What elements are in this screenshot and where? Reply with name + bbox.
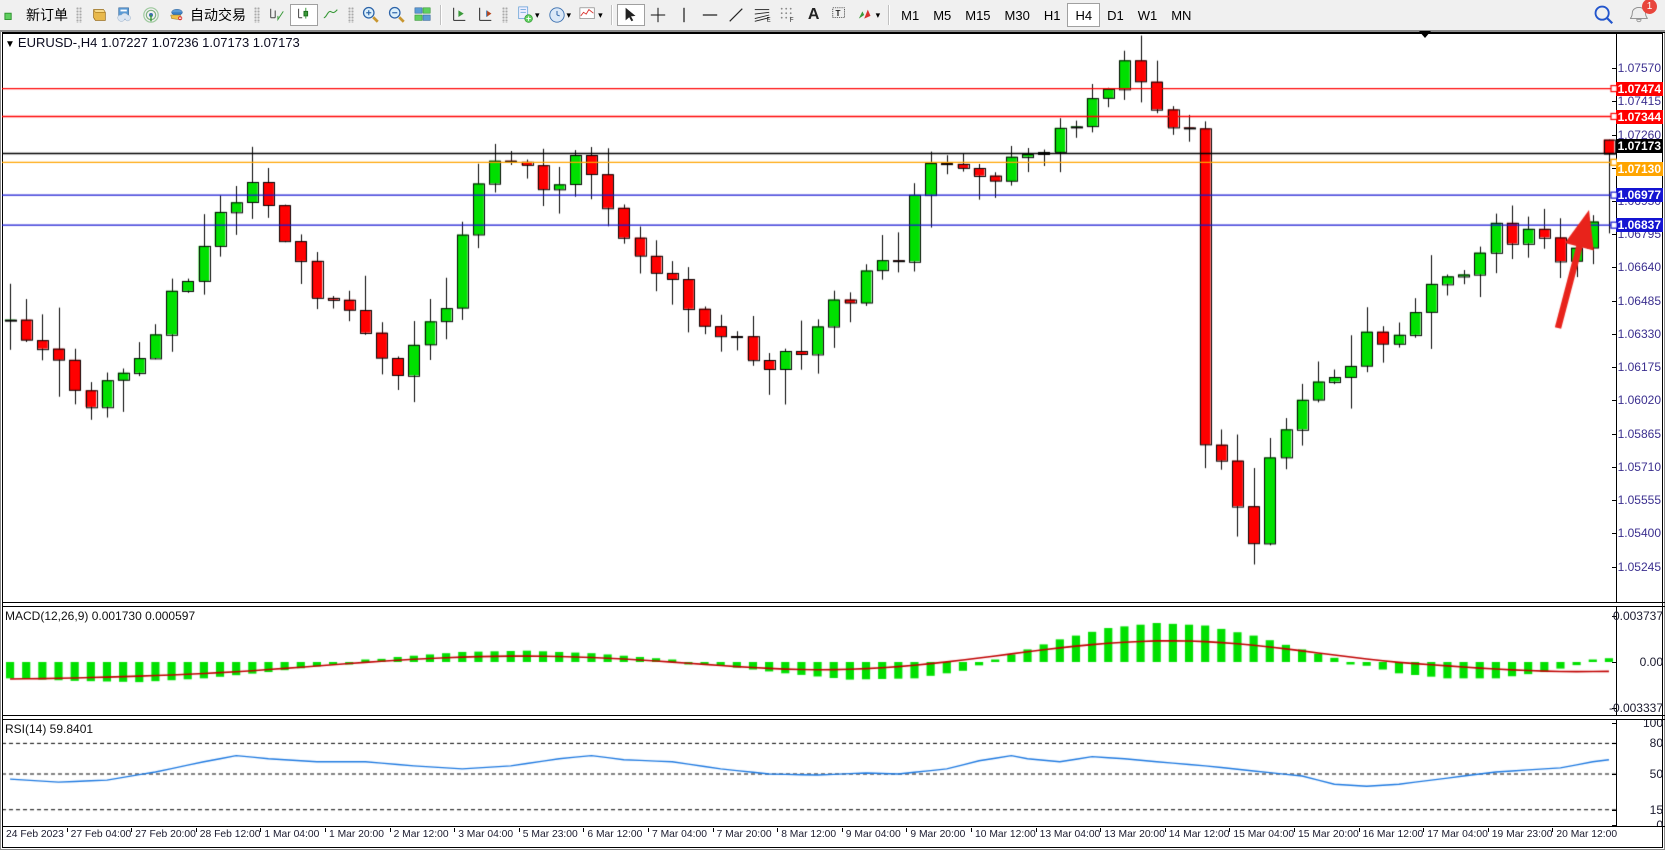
svg-text:E: E bbox=[766, 16, 770, 23]
svg-text:F: F bbox=[789, 17, 793, 24]
svg-text:T: T bbox=[835, 9, 840, 18]
